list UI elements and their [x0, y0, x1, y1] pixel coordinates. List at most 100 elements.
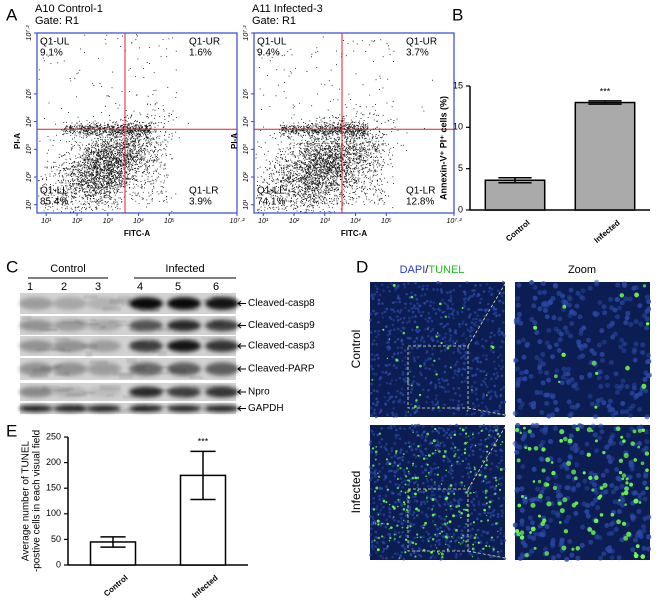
event-dot: [151, 122, 152, 123]
event-dot: [136, 127, 137, 128]
event-dot: [166, 48, 167, 49]
event-dot: [104, 189, 105, 190]
event-dot: [105, 125, 106, 126]
event-dot: [134, 161, 135, 162]
event-dot: [271, 180, 272, 181]
event-dot: [83, 180, 84, 181]
event-dot: [339, 120, 340, 121]
event-dot: [108, 207, 109, 208]
event-dot: [82, 125, 83, 126]
event-dot: [304, 151, 305, 152]
event-dot: [297, 165, 298, 166]
event-dot: [152, 198, 153, 199]
event-dot: [55, 175, 56, 176]
event-dot: [155, 104, 156, 105]
event-dot: [110, 134, 111, 135]
event-dot: [104, 149, 105, 150]
event-dot: [367, 157, 368, 158]
event-dot: [143, 130, 144, 131]
event-dot: [114, 185, 115, 186]
event-dot: [147, 138, 148, 139]
event-dot: [353, 171, 354, 172]
event-dot: [285, 151, 286, 152]
event-dot: [116, 146, 117, 147]
event-dot: [81, 204, 82, 205]
event-dot: [369, 139, 370, 140]
event-dot: [377, 146, 378, 147]
event-dot: [135, 201, 136, 202]
event-dot: [137, 59, 138, 60]
event-dot: [300, 195, 301, 196]
event-dot: [106, 149, 107, 150]
event-dot: [97, 177, 98, 178]
event-dot: [71, 130, 72, 131]
event-dot: [111, 159, 112, 160]
event-dot: [138, 166, 139, 167]
event-dot: [321, 154, 322, 155]
event-dot: [309, 120, 310, 121]
event-dot: [76, 193, 77, 194]
event-dot: [78, 183, 79, 184]
event-dot: [113, 163, 114, 164]
event-dot: [96, 178, 97, 179]
event-dot: [88, 184, 89, 185]
event-dot: [100, 176, 101, 177]
event-dot: [113, 122, 114, 123]
event-dot: [362, 148, 363, 149]
event-dot: [102, 203, 103, 204]
event-dot: [293, 151, 294, 152]
event-dot: [74, 161, 75, 162]
event-dot: [84, 159, 85, 160]
event-dot: [150, 136, 151, 137]
event-dot: [131, 126, 132, 127]
event-dot: [139, 47, 140, 48]
quadrant-percent: 9.1%: [40, 48, 63, 59]
event-dot: [83, 153, 84, 154]
event-dot: [158, 194, 159, 195]
event-dot: [137, 151, 138, 152]
event-dot: [100, 159, 101, 160]
event-dot: [79, 136, 80, 137]
event-dot: [156, 142, 157, 143]
event-dot: [152, 122, 153, 123]
event-dot: [296, 199, 297, 200]
event-dot: [131, 142, 132, 143]
event-dot: [102, 139, 103, 140]
event-dot: [162, 192, 163, 193]
event-dot: [153, 151, 154, 152]
event-dot: [81, 177, 82, 178]
event-dot: [113, 175, 114, 176]
event-dot: [93, 181, 94, 182]
event-dot: [93, 196, 94, 197]
event-dot: [333, 166, 334, 167]
event-dot: [292, 162, 293, 163]
event-dot: [313, 200, 314, 201]
event-dot: [84, 157, 85, 158]
event-dot: [95, 121, 96, 122]
event-dot: [340, 196, 341, 197]
event-dot: [95, 207, 96, 208]
event-dot: [121, 142, 122, 143]
event-dot: [105, 137, 106, 138]
event-dot: [330, 176, 331, 177]
event-dot: [108, 173, 109, 174]
event-dot: [105, 168, 106, 169]
event-dot: [130, 170, 131, 171]
event-dot: [135, 180, 136, 181]
event-dot: [307, 183, 308, 184]
event-dot: [86, 176, 87, 177]
event-dot: [143, 139, 144, 140]
event-dot: [307, 169, 308, 170]
quadrant-percent: 3.9%: [189, 197, 212, 208]
event-dot: [146, 140, 147, 141]
event-dot: [142, 127, 143, 128]
event-dot: [83, 131, 84, 132]
event-dot: [149, 125, 150, 126]
event-dot: [120, 161, 121, 162]
event-dot: [309, 200, 310, 201]
event-dot: [326, 164, 327, 165]
event-dot: [100, 131, 101, 132]
event-dot: [171, 114, 172, 115]
event-dot: [75, 207, 76, 208]
event-dot: [115, 175, 116, 176]
